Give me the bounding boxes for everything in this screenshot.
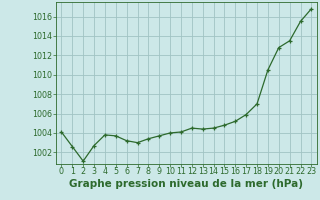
X-axis label: Graphe pression niveau de la mer (hPa): Graphe pression niveau de la mer (hPa) bbox=[69, 179, 303, 189]
